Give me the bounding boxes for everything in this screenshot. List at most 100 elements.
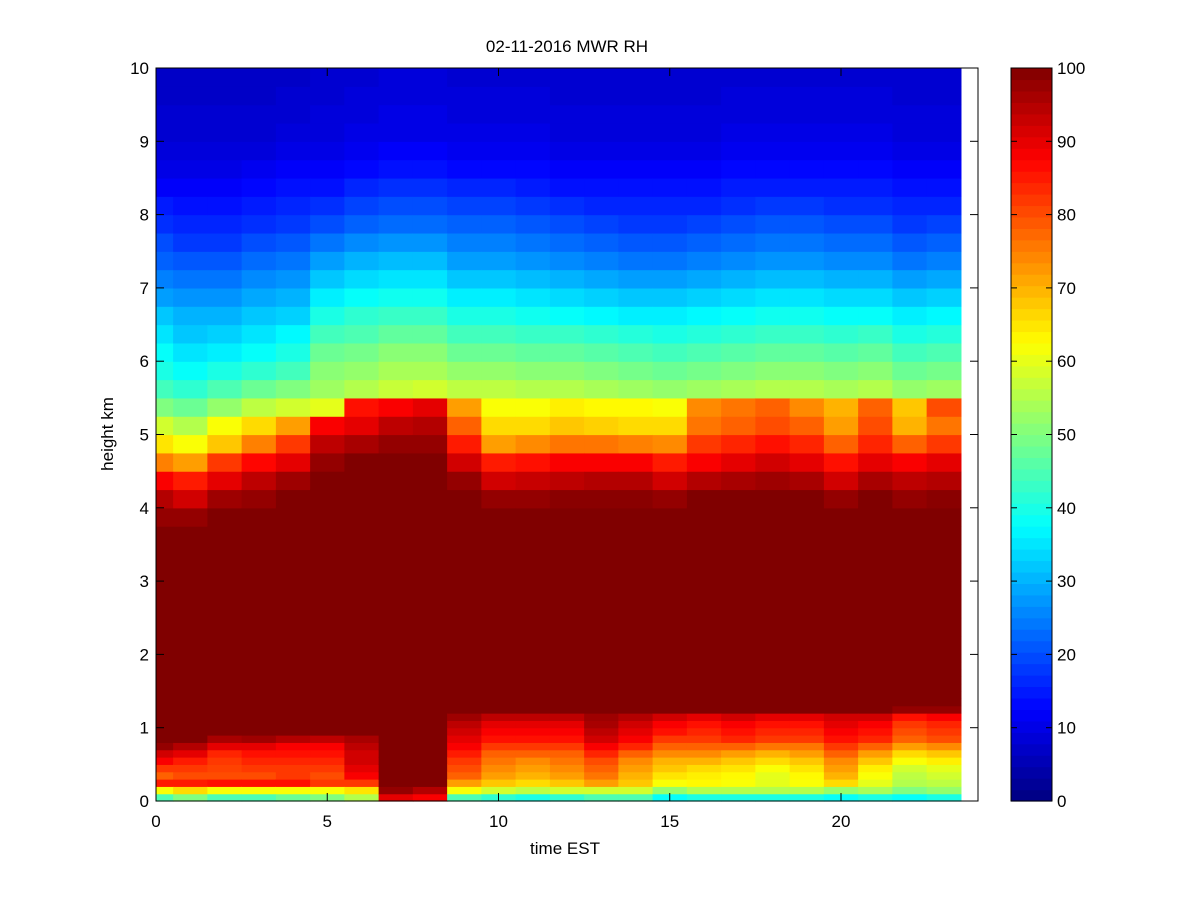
heatmap-cell: [275, 742, 311, 751]
heatmap-cell: [515, 793, 551, 802]
heatmap-cell: [892, 764, 928, 773]
heatmap-cell: [481, 342, 517, 362]
heatmap-cell: [926, 269, 962, 289]
heatmap-cell: [892, 742, 928, 751]
heatmap-cell: [378, 196, 414, 216]
heatmap-cell: [549, 251, 585, 271]
heatmap-cell: [275, 122, 311, 142]
colorbar-segment: [1011, 617, 1052, 630]
colorbar-segment: [1011, 743, 1052, 756]
heatmap-cell: [618, 676, 654, 685]
heatmap-cell: [207, 342, 243, 362]
heatmap-cell: [481, 654, 517, 663]
heatmap-cell: [858, 727, 893, 736]
heatmap-cell: [584, 452, 619, 472]
heatmap-cell: [207, 177, 243, 197]
heatmap-cell: [755, 177, 791, 197]
heatmap-cell: [310, 779, 345, 787]
heatmap-cell: [618, 251, 654, 271]
heatmap-cell: [549, 361, 585, 381]
heatmap-cell: [892, 434, 928, 454]
heatmap-cell: [207, 562, 243, 582]
heatmap-cell: [721, 683, 756, 692]
y-axis-label: height km: [98, 397, 117, 471]
heatmap-cell: [892, 683, 928, 692]
heatmap-cell: [156, 793, 174, 802]
heatmap-cell: [858, 742, 893, 751]
heatmap-cell: [755, 786, 791, 795]
heatmap-cells: [156, 68, 962, 802]
heatmap-cell: [789, 705, 825, 714]
heatmap-cell: [241, 379, 277, 399]
heatmap-cell: [412, 269, 448, 289]
heatmap-cell: [652, 361, 688, 381]
heatmap-cell: [412, 196, 448, 216]
heatmap-cell: [892, 705, 928, 714]
heatmap-cell: [481, 471, 517, 491]
colorbar-segment: [1011, 125, 1052, 138]
heatmap-cell: [823, 434, 859, 454]
heatmap-cell: [584, 287, 619, 307]
heatmap-cell: [310, 526, 345, 546]
heatmap-cell: [344, 742, 380, 751]
heatmap-cell: [344, 698, 380, 707]
heatmap-cell: [241, 669, 277, 677]
heatmap-cell: [652, 698, 688, 707]
heatmap-cell: [447, 306, 482, 326]
x-tick-label: 10: [489, 812, 508, 831]
heatmap-cell: [447, 617, 482, 637]
heatmap-cell: [344, 669, 380, 677]
heatmap-cell: [652, 342, 688, 362]
heatmap-cell: [310, 713, 345, 721]
heatmap-cell: [926, 669, 962, 677]
heatmap-cell: [823, 68, 859, 87]
heatmap-cell: [275, 713, 311, 721]
heatmap-cell: [892, 196, 928, 216]
heatmap-cell: [241, 141, 277, 161]
heatmap-cell: [378, 581, 414, 601]
heatmap-cell: [156, 379, 174, 399]
heatmap-cell: [344, 720, 380, 729]
heatmap-cell: [584, 141, 619, 161]
heatmap-cell: [412, 599, 448, 619]
heatmap-cell: [892, 471, 928, 491]
heatmap-cell: [584, 669, 619, 677]
heatmap-cell: [755, 599, 791, 619]
heatmap-cell: [823, 196, 859, 216]
colorbar-segment: [1011, 148, 1052, 161]
heatmap-cell: [481, 251, 517, 271]
heatmap-cell: [686, 698, 722, 707]
heatmap-cell: [515, 581, 551, 601]
heatmap-cell: [173, 654, 208, 663]
heatmap-cell: [310, 676, 345, 685]
heatmap-cell: [275, 434, 311, 454]
heatmap-cell: [241, 698, 277, 707]
heatmap-cell: [241, 599, 277, 619]
heatmap-cell: [207, 544, 243, 564]
colorbar-tick-label: 90: [1057, 132, 1076, 151]
heatmap-cell: [926, 742, 962, 751]
heatmap-cell: [173, 177, 208, 197]
heatmap-cell: [310, 544, 345, 564]
heatmap-cell: [447, 104, 482, 124]
heatmap-cell: [652, 324, 688, 344]
heatmap-cell: [344, 379, 380, 399]
heatmap-cell: [173, 636, 208, 655]
heatmap-cell: [858, 669, 893, 677]
heatmap-cell: [549, 324, 585, 344]
heatmap-cell: [789, 562, 825, 582]
heatmap-cell: [652, 771, 688, 780]
heatmap-cell: [892, 379, 928, 399]
heatmap-cell: [173, 771, 208, 780]
heatmap-cell: [823, 562, 859, 582]
heatmap-cell: [447, 287, 482, 307]
heatmap-cell: [378, 771, 414, 780]
heatmap-cell: [584, 705, 619, 714]
heatmap-cell: [412, 287, 448, 307]
heatmap-cell: [652, 306, 688, 326]
heatmap-cell: [823, 177, 859, 197]
heatmap-cell: [652, 379, 688, 399]
heatmap-cell: [378, 68, 414, 87]
heatmap-cell: [549, 786, 585, 795]
heatmap-cell: [310, 434, 345, 454]
